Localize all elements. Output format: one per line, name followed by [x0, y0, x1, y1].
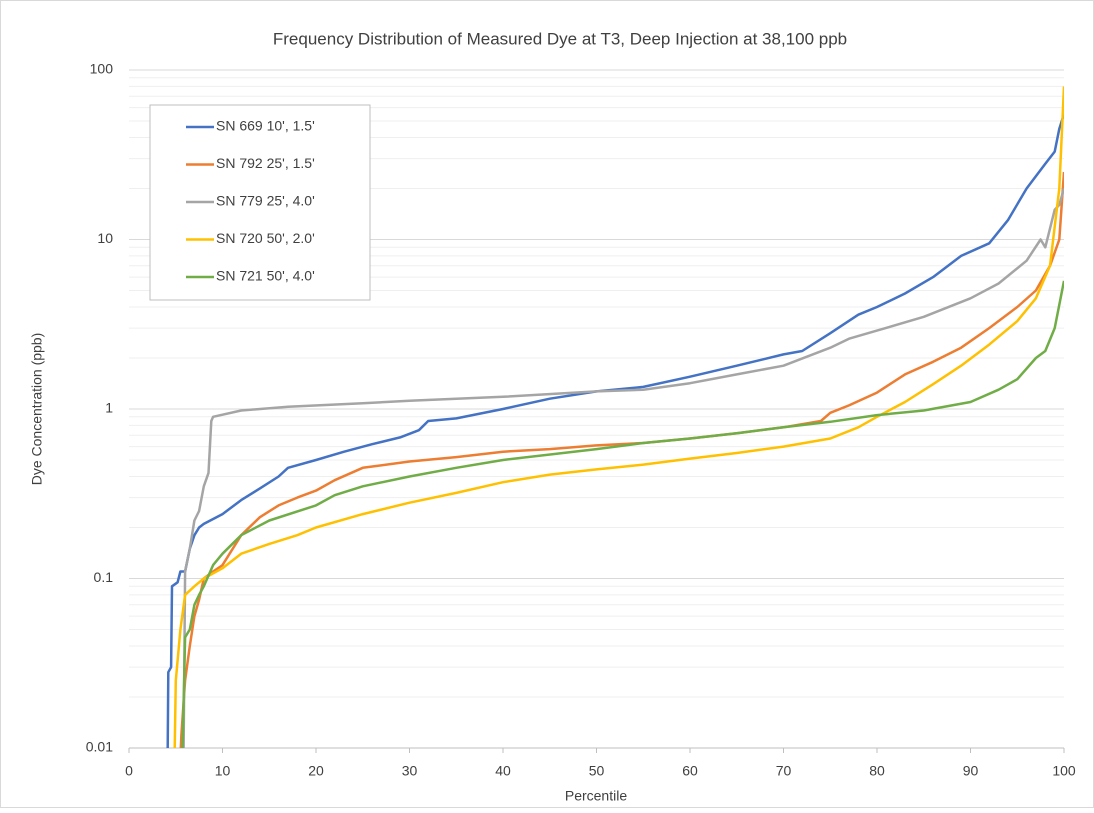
y-tick-label: 10: [97, 230, 113, 246]
x-tick-label: 80: [869, 763, 885, 779]
legend-label: SN 669 10', 1.5': [216, 118, 315, 134]
series-line: [181, 280, 1064, 748]
plot-area: [166, 86, 1064, 748]
legend: SN 669 10', 1.5' SN 792 25', 1.5' SN 779 2…: [149, 104, 371, 301]
legend-label: SN 779 25', 4.0': [216, 193, 315, 209]
series-line: [182, 188, 1064, 748]
y-tick-label: 0.01: [86, 739, 113, 755]
x-tick-label: 0: [125, 763, 133, 779]
x-tick-label: 70: [776, 763, 792, 779]
x-tick-label: 90: [963, 763, 979, 779]
legend-label: SN 720 50', 2.0': [216, 230, 315, 246]
x-axis-label: Percentile: [565, 788, 627, 804]
x-tick-label: 100: [1052, 763, 1076, 779]
legend-label: SN 721 50', 4.0': [216, 268, 315, 284]
x-tick-label: 40: [495, 763, 511, 779]
x-tick-label: 10: [215, 763, 231, 779]
x-tick-label: 50: [589, 763, 605, 779]
chart-title: Frequency Distribution of Measured Dye a…: [273, 29, 847, 48]
y-tick-label: 1: [105, 400, 113, 416]
x-tick-label: 60: [682, 763, 698, 779]
legend-label: SN 792 25', 1.5': [216, 155, 315, 171]
y-axis-label: Dye Concentration (ppb): [29, 333, 45, 486]
y-tick-label: 100: [90, 61, 114, 77]
y-tick-label: 0.1: [94, 569, 114, 585]
x-tick-label: 20: [308, 763, 324, 779]
x-tick-label: 30: [402, 763, 418, 779]
